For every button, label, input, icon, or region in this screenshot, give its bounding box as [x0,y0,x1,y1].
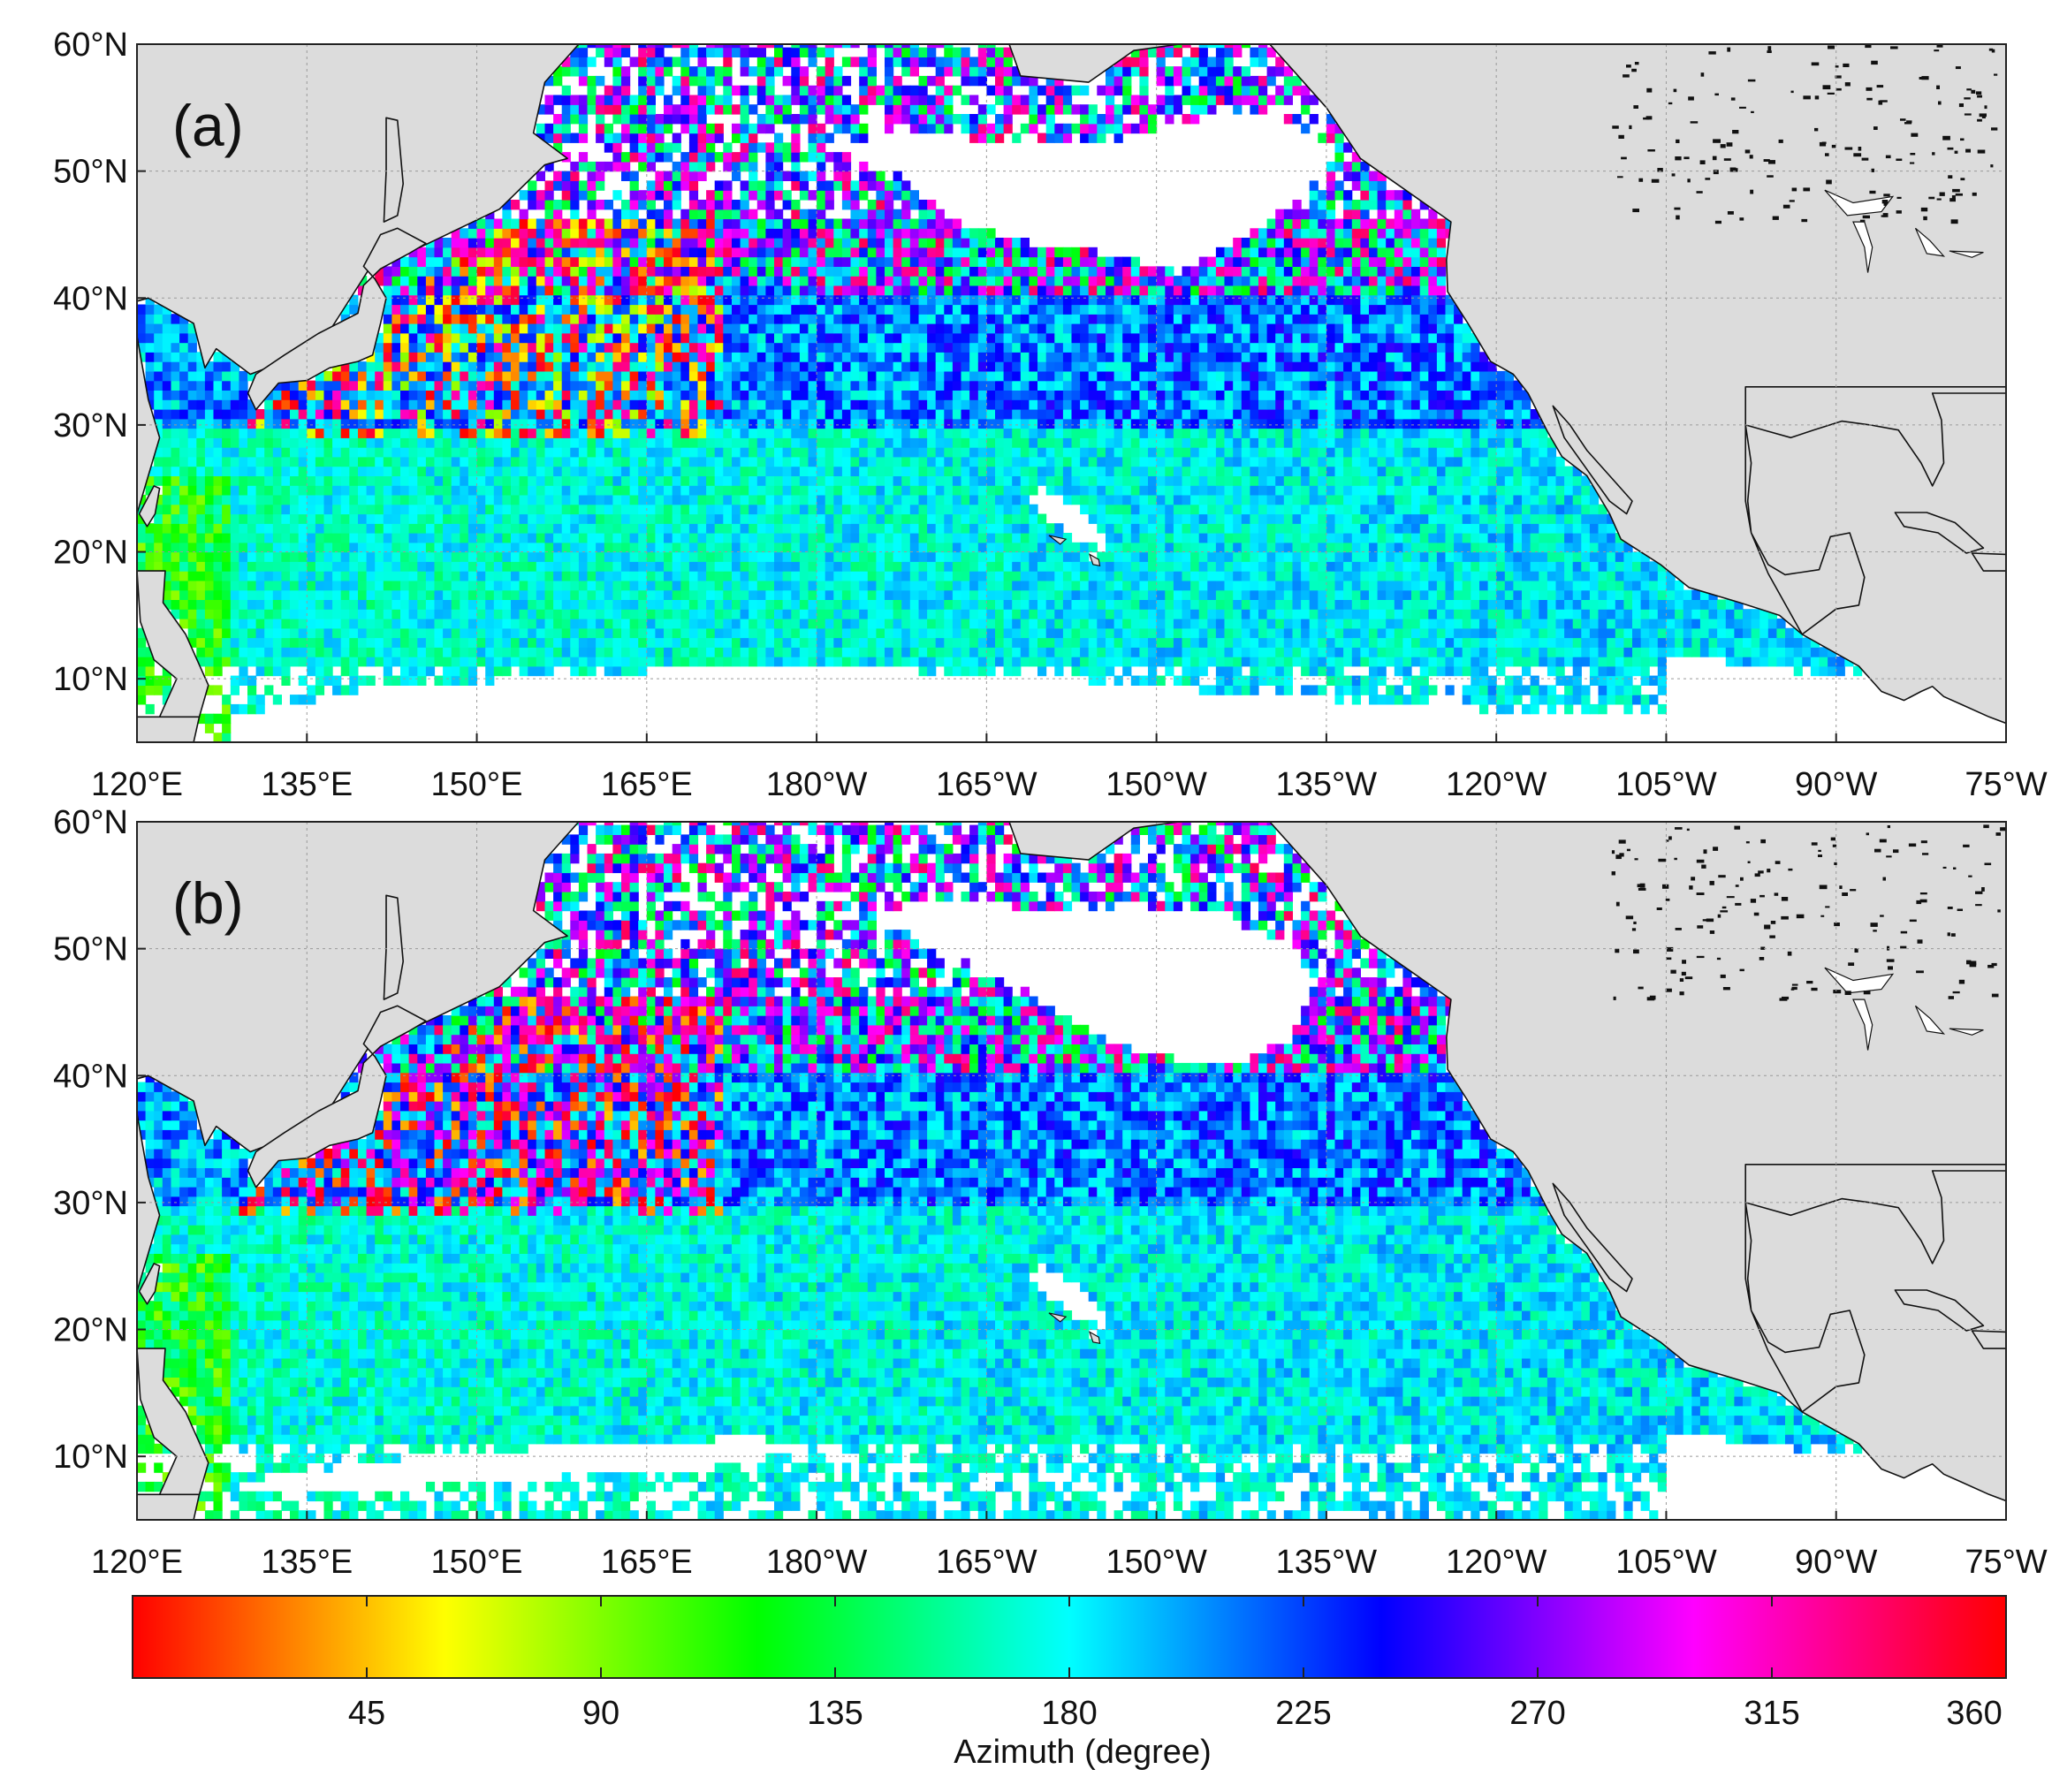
colorbar-tick-label: 90 [582,1695,619,1732]
colorbar-gradient [132,1595,2007,1679]
lon-tick-label: 165°E [601,1544,693,1581]
lon-tick-label: 120°E [91,766,183,803]
gridlines-a [137,44,2006,742]
colorbar-tick-label: 315 [1744,1695,1799,1732]
lon-tick-label: 150°W [1106,766,1207,803]
lon-ticks-b: 120°E 135°E 150°E 165°E 180°W 165°W 150°W 135°W… [91,1511,2048,1581]
lon-tick-label: 135°W [1276,766,1378,803]
azimuth-field-a [137,44,2006,742]
panel-a-frame [136,43,2007,743]
map-panel-b: 120°E 135°E 150°E 165°E 180°W 165°W 150°W 135°W… [53,804,2048,1581]
azimuth-field-b [137,822,2006,1520]
lat-tick-label: 30°N [53,407,128,444]
lon-tick-label: 90°W [1795,1544,1877,1581]
colorbar-label: Azimuth (degree) [954,1734,1211,1771]
lon-tick-label: 150°W [1106,1544,1207,1581]
panel-label-a: (a) [172,93,244,158]
lon-tick-label: 165°W [936,766,1037,803]
lon-tick-label: 120°E [91,1544,183,1581]
lon-tick-label: 105°W [1615,766,1717,803]
lon-tick-label: 120°W [1446,766,1547,803]
land-b [137,822,2006,1520]
lat-tick-label: 50°N [53,931,128,968]
lon-tick-label: 90°W [1795,766,1877,803]
lat-tick-label: 60°N [53,27,128,64]
lat-tick-label: 20°N [53,535,128,572]
lon-tick-label: 135°E [261,766,353,803]
lon-tick-label: 165°W [936,1544,1037,1581]
lon-tick-label: 150°E [431,766,523,803]
lon-tick-label: 180°W [766,1544,868,1581]
lat-tick-label: 10°N [53,661,128,698]
lon-tick-label: 135°E [261,1544,353,1581]
colorbar-ticks: 45 90 135 180 225 270 315 360 [348,1596,2007,1732]
colorbar-tick-label: 45 [348,1695,385,1732]
colorbar-tick-label: 180 [1041,1695,1097,1732]
colorbar-tick-label: 225 [1275,1695,1331,1732]
panel-label-b: (b) [172,870,244,936]
lon-tick-label: 135°W [1276,1544,1378,1581]
lat-ticks-b: 60°N 50°N 40°N 30°N 20°N 10°N [53,804,146,1476]
lat-tick-label: 40°N [53,1058,128,1095]
lat-tick-label: 50°N [53,154,128,191]
map-panel-a: 120°E 135°E 150°E 165°E 180°W 165°W 150°W 135°W… [53,27,2048,803]
lat-tick-label: 60°N [53,804,128,841]
lon-tick-label: 75°W [1965,766,2047,803]
colorbar: 45 90 135 180 225 270 315 360 Azimuth (degree) [132,1595,2007,1771]
lon-tick-label: 105°W [1615,1544,1717,1581]
lon-tick-label: 150°E [431,1544,523,1581]
colorbar-tick-label: 360 [1946,1695,2002,1732]
lat-tick-label: 10°N [53,1439,128,1476]
colorbar-tick-label: 270 [1509,1695,1565,1732]
colorbar-tick-label: 135 [807,1695,863,1732]
land-a [137,44,2006,742]
lat-tick-label: 30°N [53,1185,128,1222]
lon-tick-label: 120°W [1446,1544,1547,1581]
lon-tick-label: 165°E [601,766,693,803]
lon-tick-label: 75°W [1965,1544,2047,1581]
lat-ticks-a: 60°N 50°N 40°N 30°N 20°N 10°N [53,27,146,698]
lon-tick-label: 180°W [766,766,868,803]
lat-tick-label: 20°N [53,1312,128,1349]
gridlines-b [137,822,2006,1520]
lat-tick-label: 40°N [53,280,128,317]
panel-b-frame [136,821,2007,1521]
lon-ticks-a: 120°E 135°E 150°E 165°E 180°W 165°W 150°W 135°W… [91,733,2048,803]
